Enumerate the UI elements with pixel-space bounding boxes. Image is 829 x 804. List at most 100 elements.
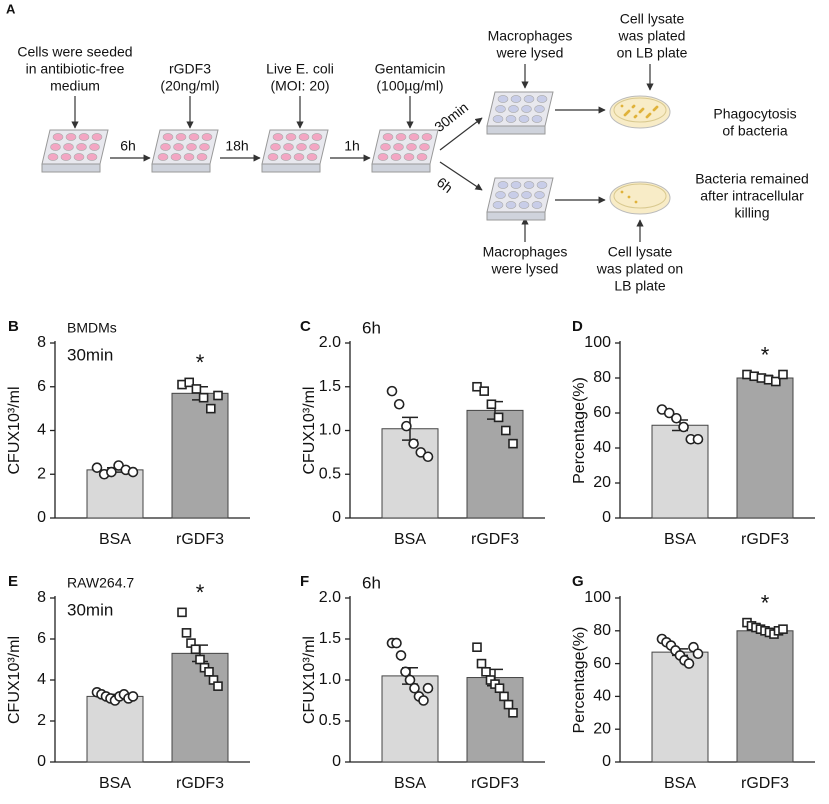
data-point xyxy=(177,607,187,618)
well xyxy=(390,153,402,161)
well xyxy=(73,153,85,161)
y-axis-label: CFUX10³/ml xyxy=(301,636,318,724)
well xyxy=(382,133,394,141)
data-point xyxy=(508,707,518,718)
y-tick-label: 0.5 xyxy=(319,465,341,482)
data-point xyxy=(213,681,223,691)
y-tick-label: 1.0 xyxy=(319,671,341,688)
colony xyxy=(645,115,649,119)
y-tick-label: 0.5 xyxy=(319,712,341,729)
plate-side xyxy=(486,125,546,135)
well xyxy=(495,105,506,113)
well xyxy=(86,153,98,161)
y-tick-label: 2.0 xyxy=(319,334,341,351)
y-tick-label: 80 xyxy=(593,369,611,386)
well xyxy=(298,133,310,141)
well xyxy=(492,201,504,209)
well xyxy=(523,181,535,189)
annotation: 30min xyxy=(67,600,113,619)
interval-label: 1h xyxy=(344,138,360,154)
data-point xyxy=(386,385,398,397)
y-tick-label: 0 xyxy=(602,753,611,770)
panel-label: F xyxy=(300,573,309,590)
y-tick-label: 60 xyxy=(593,404,611,421)
well xyxy=(50,143,61,151)
well xyxy=(419,143,430,151)
bar xyxy=(736,377,794,519)
panel-label: A xyxy=(6,1,16,16)
well xyxy=(175,133,187,141)
annotation: 6h xyxy=(362,318,381,337)
y-tick-label: 1.5 xyxy=(319,630,341,647)
bar xyxy=(736,630,794,763)
data-point xyxy=(395,650,407,661)
well xyxy=(199,143,210,151)
y-tick-label: 20 xyxy=(593,720,611,737)
significance-mark: * xyxy=(761,342,770,367)
well xyxy=(534,105,545,113)
well xyxy=(505,201,517,209)
step-label: Cells were seeded xyxy=(17,44,132,60)
well xyxy=(272,133,284,141)
well xyxy=(311,133,323,141)
step-label: of bacteria xyxy=(722,123,788,139)
x-tick-label: BSA xyxy=(394,775,426,792)
step-label: was plated xyxy=(618,28,686,44)
y-tick-label: 8 xyxy=(37,334,46,351)
data-point xyxy=(127,691,139,702)
well xyxy=(518,115,530,123)
well xyxy=(531,201,543,209)
step-label: (20ng/ml) xyxy=(160,78,219,94)
step-label: were lysed xyxy=(496,45,564,61)
data-point xyxy=(671,412,682,424)
data-point xyxy=(206,403,216,414)
y-tick-label: 20 xyxy=(593,474,611,491)
data-point xyxy=(409,682,420,694)
data-point xyxy=(499,691,509,702)
data-point xyxy=(778,369,788,380)
well xyxy=(267,153,279,161)
bar xyxy=(86,695,144,763)
panel-label: E xyxy=(8,573,18,590)
step-label: rGDF3 xyxy=(169,61,211,77)
colony xyxy=(627,195,631,199)
well xyxy=(521,105,532,113)
data-point xyxy=(204,666,214,677)
data-point xyxy=(418,695,429,706)
step-label: Macrophages xyxy=(488,28,573,44)
well xyxy=(393,143,404,151)
y-tick-label: 0 xyxy=(602,509,611,526)
y-axis-label: CFUX10³/ml xyxy=(301,386,318,474)
data-point xyxy=(404,674,416,686)
well xyxy=(406,143,417,151)
x-tick-label: BSA xyxy=(664,775,696,792)
annotation: RAW264.7 xyxy=(67,575,134,591)
data-point xyxy=(422,682,434,694)
step-label: was plated on xyxy=(596,261,683,277)
bar xyxy=(466,409,524,519)
well xyxy=(170,153,182,161)
step-label: medium xyxy=(50,78,100,94)
well xyxy=(183,153,195,161)
interval-label: 6h xyxy=(120,138,136,154)
colony xyxy=(633,115,637,119)
colony xyxy=(638,110,642,114)
panel-label: D xyxy=(572,318,583,335)
annotation: BMDMs xyxy=(67,320,117,336)
y-tick-label: 4 xyxy=(37,671,46,688)
well xyxy=(403,153,415,161)
data-point xyxy=(678,421,689,433)
step-label: killing xyxy=(734,205,769,221)
step-label: Live E. coli xyxy=(266,61,334,77)
well xyxy=(188,133,200,141)
data-point xyxy=(393,398,405,410)
plate-side xyxy=(486,211,546,221)
y-tick-label: 100 xyxy=(584,589,611,606)
colony xyxy=(631,105,635,109)
panel-label: B xyxy=(8,318,19,335)
step-label: Cell lysate xyxy=(620,11,685,27)
data-point xyxy=(503,699,514,710)
well xyxy=(510,181,522,189)
y-tick-label: 0 xyxy=(37,509,46,526)
well xyxy=(508,105,519,113)
